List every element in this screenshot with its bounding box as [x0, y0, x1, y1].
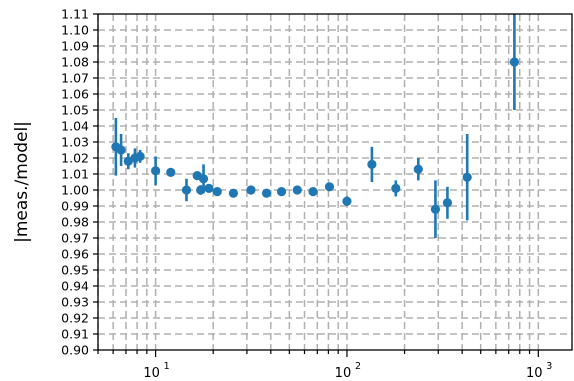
plot-frame — [97, 13, 573, 351]
x-tick-label: 10 — [526, 366, 543, 381]
data-point — [430, 204, 441, 214]
data-point — [116, 145, 126, 155]
y-tick-label: 0.94 — [61, 279, 89, 294]
y-tick-label: 0.97 — [61, 231, 89, 246]
y-tick-label: 1.10 — [61, 23, 89, 38]
data-point — [324, 182, 335, 192]
x-tick-label: 10 — [143, 366, 160, 381]
y-tick-label: 1.07 — [61, 71, 89, 86]
data-point — [135, 151, 145, 161]
y-tick-label: 0.96 — [61, 247, 89, 262]
data-point — [181, 185, 192, 195]
y-tick-label: 0.93 — [61, 295, 89, 310]
y-tick-label: 1.09 — [61, 39, 89, 54]
data-point — [204, 183, 214, 193]
y-axis-ticks: 0.900.910.920.930.940.950.960.970.980.99… — [61, 7, 98, 358]
data-point — [292, 185, 302, 195]
data-point — [342, 196, 352, 206]
y-tick-label: 0.98 — [61, 215, 89, 230]
data-point — [308, 187, 318, 197]
y-tick-label: 0.90 — [61, 343, 89, 358]
y-tick-label: 0.92 — [61, 311, 89, 326]
y-tick-label: 1.02 — [61, 151, 89, 166]
x-tick-exponent: 3 — [546, 361, 552, 372]
data-point — [462, 172, 472, 182]
data-point — [413, 164, 423, 174]
data-point — [442, 198, 453, 208]
y-tick-label: 0.95 — [61, 263, 89, 278]
y-tick-label: 0.91 — [61, 327, 89, 342]
y-tick-label: 0.99 — [61, 199, 89, 214]
data-point — [261, 188, 272, 198]
y-tick-label: 1.04 — [61, 119, 89, 134]
data-point — [367, 159, 377, 169]
y-tick-label: 1.11 — [61, 7, 89, 22]
data-point — [151, 166, 161, 176]
y-tick-label: 1.00 — [61, 183, 89, 198]
y-axis-label: |meas./model| — [12, 121, 32, 243]
x-tick-label: 10 — [335, 366, 352, 381]
data-point — [509, 57, 519, 67]
data-point — [391, 183, 401, 193]
data-points — [111, 14, 519, 238]
data-point — [228, 188, 238, 198]
y-tick-label: 1.06 — [61, 87, 89, 102]
data-point — [166, 167, 176, 177]
y-tick-label: 1.05 — [61, 103, 89, 118]
y-tick-label: 1.08 — [61, 55, 89, 70]
data-point — [246, 185, 256, 195]
data-point — [212, 187, 222, 197]
x-axis-ticks: 10 1 10 2 10 3 — [97, 350, 552, 381]
y-tick-label: 1.01 — [61, 167, 89, 182]
data-point — [276, 187, 287, 197]
grid — [97, 14, 572, 350]
y-tick-label: 1.03 — [61, 135, 89, 150]
x-tick-exponent: 1 — [164, 361, 170, 372]
x-tick-exponent: 2 — [355, 361, 361, 372]
data-point — [198, 174, 209, 184]
